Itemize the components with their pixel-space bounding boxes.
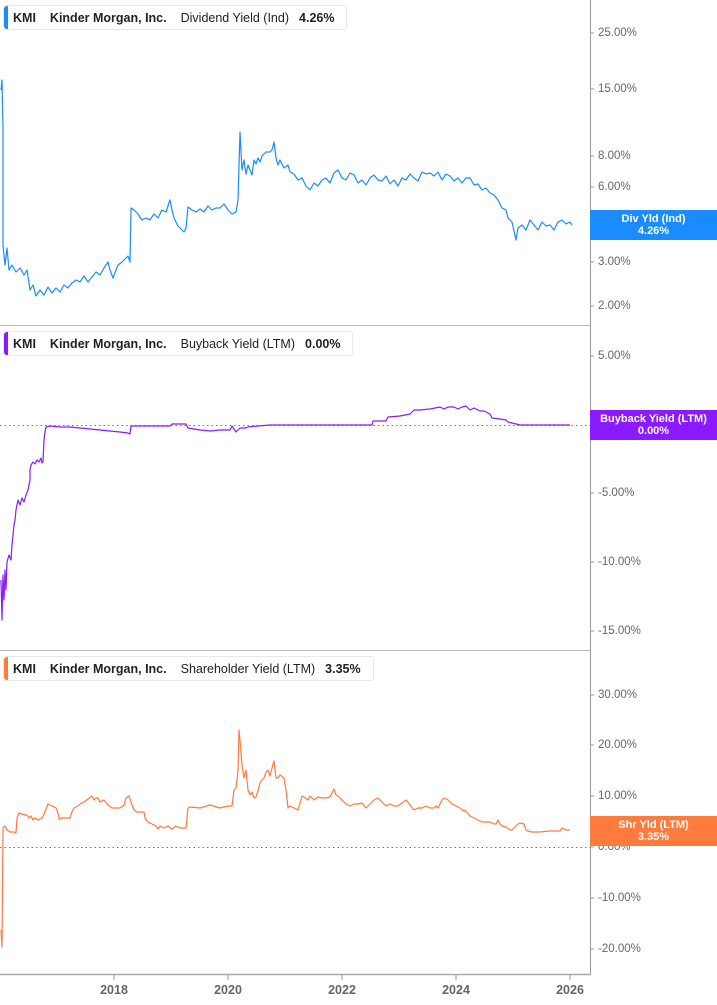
tag-label: Buyback Yield (LTM)	[600, 413, 707, 425]
y-tick-label: -5.00%	[598, 487, 635, 499]
tag-label: Shr Yld (LTM)	[618, 819, 689, 831]
y-tick-label: -20.00%	[598, 943, 641, 955]
shareholder-yield-legend[interactable]: KMI Kinder Morgan, Inc. Shareholder Yiel…	[3, 656, 374, 681]
buyback-yield-legend[interactable]: KMI Kinder Morgan, Inc. Buyback Yield (L…	[3, 331, 354, 356]
legend-value: 0.00%	[305, 336, 341, 351]
legend-metric: Dividend Yield (Ind)	[180, 10, 290, 25]
legend-metric: Shareholder Yield (LTM)	[180, 661, 316, 676]
series-color-marker	[4, 657, 8, 680]
legend-value: 3.35%	[325, 661, 361, 676]
legend-company: Kinder Morgan, Inc.	[49, 661, 167, 676]
y-tick-label: -10.00%	[598, 556, 641, 568]
dividend-yield-line	[0, 79, 573, 297]
shareholder-yield-value-tag: Shr Yld (LTM) 3.35%	[590, 816, 717, 846]
shareholder-yield-line	[0, 729, 570, 948]
dividend-yield-value-tag: Div Yld (Ind) 4.26%	[590, 210, 717, 240]
x-tick-label: 2020	[214, 983, 242, 997]
buyback-yield-line	[0, 405, 570, 621]
buyback-yield-value-tag: Buyback Yield (LTM) 0.00%	[590, 410, 717, 440]
legend-value: 4.26%	[299, 10, 335, 25]
y-tick-label: 15.00%	[598, 83, 638, 95]
y-tick-label: 5.00%	[598, 350, 631, 362]
dividend-yield-panel: KMI Kinder Morgan, Inc. Dividend Yield (…	[0, 0, 717, 325]
series-color-marker	[4, 332, 8, 355]
y-tick-label: 20.00%	[598, 739, 638, 751]
y-tick-label: -10.00%	[598, 892, 641, 904]
series-color-marker	[4, 6, 8, 29]
legend-company: Kinder Morgan, Inc.	[49, 336, 167, 351]
y-tick-label: 30.00%	[598, 689, 638, 701]
y-tick-label: 25.00%	[598, 27, 638, 39]
x-tick-label: 2022	[328, 983, 356, 997]
y-tick-label: 6.00%	[598, 181, 631, 193]
y-tick-label: 10.00%	[598, 790, 638, 802]
x-tick-label: 2026	[556, 983, 584, 997]
x-tick-label: 2024	[442, 983, 470, 997]
shareholder-yield-panel: KMI Kinder Morgan, Inc. Shareholder Yiel…	[0, 651, 717, 975]
y-tick-label: 2.00%	[598, 300, 631, 312]
tag-label: Div Yld (Ind)	[621, 213, 686, 225]
y-tick-label: 3.00%	[598, 256, 631, 268]
dividend-yield-legend[interactable]: KMI Kinder Morgan, Inc. Dividend Yield (…	[3, 5, 348, 30]
tag-value: 3.35%	[637, 831, 670, 843]
tag-value: 0.00%	[637, 425, 670, 437]
legend-ticker: KMI	[13, 10, 36, 25]
buyback-yield-panel: KMI Kinder Morgan, Inc. Buyback Yield (L…	[0, 326, 717, 650]
legend-company: Kinder Morgan, Inc.	[49, 10, 167, 25]
x-tick-label: 2018	[100, 983, 128, 997]
legend-ticker: KMI	[13, 661, 36, 676]
legend-metric: Buyback Yield (LTM)	[180, 336, 296, 351]
tag-value: 4.26%	[637, 225, 670, 237]
legend-ticker: KMI	[13, 336, 36, 351]
y-tick-label: 8.00%	[598, 150, 631, 162]
y-tick-label: -15.00%	[598, 625, 641, 637]
